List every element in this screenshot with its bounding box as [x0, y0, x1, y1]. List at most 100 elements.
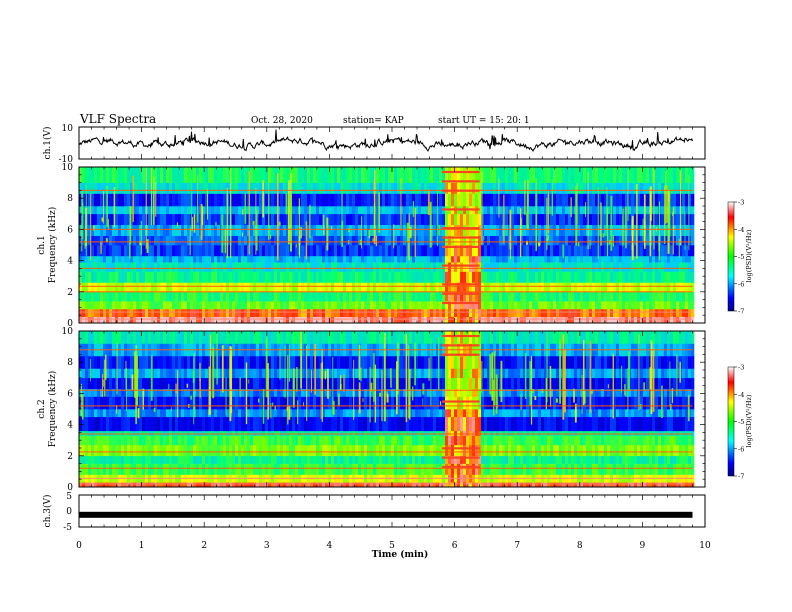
spectrogram-cell — [307, 444, 311, 457]
spectrogram-cell — [607, 193, 611, 207]
spectrogram-cell — [157, 308, 161, 318]
spectrogram-cell — [265, 206, 269, 215]
spectrogram-cell — [610, 291, 614, 302]
spectrogram-cell — [304, 463, 308, 475]
spectrogram-cell — [532, 235, 536, 246]
spectrogram-cell — [544, 301, 548, 310]
spectrogram-cell — [343, 245, 347, 257]
spectrogram-cell — [268, 455, 272, 464]
spectrogram-cell — [394, 245, 398, 257]
spectrogram-cell — [178, 291, 182, 302]
spectrogram-cell — [250, 193, 254, 207]
spectrogram-cell — [556, 301, 560, 310]
spectrogram-cell — [553, 262, 557, 272]
spectrogram-cell — [205, 291, 209, 302]
spectrogram-cell — [133, 430, 137, 436]
spectrogram-cell — [103, 396, 107, 410]
spectrogram-cell — [283, 409, 287, 418]
spectrogram-cell — [223, 282, 227, 293]
spectrogram-cell — [217, 355, 221, 369]
spectrogram-cell — [643, 301, 647, 310]
spectrogram-cell — [526, 167, 530, 183]
spectrogram-cell — [178, 167, 182, 183]
spectrogram-cell — [181, 167, 185, 183]
spectrogram-cell — [250, 235, 254, 246]
spectrogram-cell — [487, 245, 491, 257]
spectrogram-cell — [166, 316, 170, 323]
spectrogram-cell — [310, 316, 314, 323]
spectrogram-cell — [577, 167, 581, 183]
spectrogram-cell — [451, 245, 455, 257]
spectrogram-cell — [166, 377, 170, 390]
spectrogram-cell — [400, 301, 404, 310]
spectrogram-cell — [226, 416, 230, 432]
spectrogram-cell — [202, 368, 206, 379]
spectrogram-cell — [166, 396, 170, 410]
spectrogram-cell — [373, 245, 377, 257]
spectrogram-cell — [178, 206, 182, 215]
spectrogram-cell — [172, 291, 176, 302]
spectrogram-cell — [169, 167, 173, 183]
spectrogram-cell — [301, 245, 305, 257]
spectrogram-cell — [541, 316, 545, 323]
spectrogram-cell — [208, 206, 212, 215]
sferic-streak — [503, 194, 505, 244]
spectrogram-cell — [685, 282, 689, 293]
spectrogram-cell — [232, 262, 236, 272]
spectrogram-cell — [670, 308, 674, 318]
spectrogram-cell — [160, 444, 164, 457]
spectrogram-cell — [124, 463, 128, 475]
spectrogram-cell — [256, 308, 260, 318]
spectrogram-cell — [184, 206, 188, 215]
spectrogram-cell — [169, 271, 173, 283]
spectrogram-cell — [175, 167, 179, 183]
spectrogram-cell — [274, 396, 278, 410]
spectrogram-cell — [205, 455, 209, 464]
spectrogram-cell — [337, 282, 341, 293]
spectrogram-cell — [103, 291, 107, 302]
spectrogram-cell — [259, 388, 263, 397]
spectrogram-cell — [424, 271, 428, 283]
spectrogram-cell — [178, 416, 182, 432]
spectrogram-cell — [400, 213, 404, 226]
spectrogram-cell — [487, 301, 491, 310]
spectrogram-cell — [190, 271, 194, 283]
spectrogram-cell — [676, 224, 680, 236]
spectrogram-cell — [115, 213, 119, 226]
spectrogram-cell — [208, 482, 212, 487]
spectrogram-cell — [295, 193, 299, 207]
spectrogram-cell — [499, 235, 503, 246]
spectrogram-cell — [211, 435, 215, 446]
spectrogram-cell — [265, 224, 269, 236]
spectrogram-cell — [643, 271, 647, 283]
spectrogram-cell — [109, 245, 113, 257]
spectrogram-cell — [526, 224, 530, 236]
spectrogram-cell — [634, 235, 638, 246]
spectrogram-cell — [559, 167, 563, 183]
spectrogram-cell — [550, 235, 554, 246]
spectrogram-cell — [493, 235, 497, 246]
spectrogram-cell — [277, 262, 281, 272]
spectrogram-cell — [316, 213, 320, 226]
spectrogram-cell — [244, 167, 248, 183]
spectrogram-cell — [280, 282, 284, 293]
spectrogram-cell — [169, 482, 173, 487]
spectrogram-cell — [274, 331, 278, 344]
spectrogram-cell — [559, 213, 563, 226]
spectrogram-cell — [571, 255, 575, 263]
spectrogram-cell — [91, 416, 95, 432]
spectrogram-cell — [523, 282, 527, 293]
spectrogram-cell — [442, 193, 446, 207]
spectrogram-cell — [523, 167, 527, 183]
spectrogram-cell — [322, 271, 326, 283]
spectrogram-cell — [124, 193, 128, 207]
spectrogram-cell — [217, 377, 221, 390]
spectrogram-cell — [148, 167, 152, 183]
spectrogram-cell — [334, 282, 338, 293]
spectrogram-cell — [172, 213, 176, 226]
spectrogram-cell — [574, 271, 578, 283]
spectrogram-cell — [364, 255, 368, 263]
spectrogram-cell — [247, 301, 251, 310]
spectrogram-cell — [166, 262, 170, 272]
spectrogram-cell — [97, 308, 101, 318]
